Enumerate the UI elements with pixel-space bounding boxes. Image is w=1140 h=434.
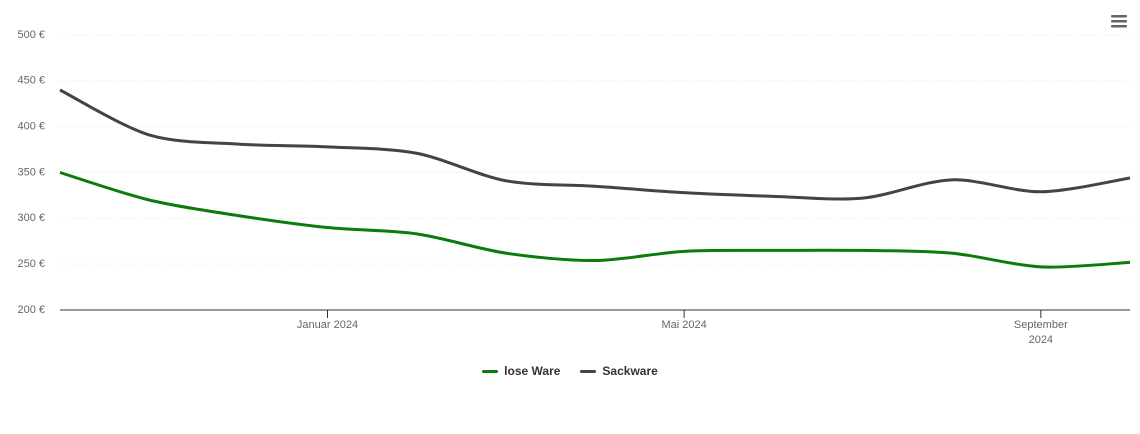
y-tick-label: 250 € — [17, 258, 45, 270]
menu-icon[interactable] — [1111, 15, 1127, 28]
legend-item[interactable]: lose Ware — [482, 364, 560, 378]
y-tick-label: 450 € — [17, 75, 45, 87]
legend: lose Ware Sackware — [0, 364, 1140, 378]
x-tick-label: Januar 2024 — [296, 319, 359, 331]
y-tick-label: 350 € — [17, 166, 45, 178]
legend-swatch — [482, 369, 499, 373]
y-tick-label: 300 € — [17, 212, 45, 224]
legend-item[interactable]: Sackware — [580, 364, 658, 378]
y-tick-label: 200 € — [17, 304, 45, 316]
y-tick-label: 500 € — [17, 29, 45, 41]
legend-label: Sackware — [602, 364, 658, 378]
y-tick-label: 400 € — [17, 121, 45, 133]
legend-swatch — [580, 369, 597, 373]
x-tick-label: September 2024 — [1013, 319, 1068, 346]
x-tick-label: Mai 2024 — [661, 319, 707, 331]
legend-label: lose Ware — [504, 364, 561, 378]
series-line — [59, 171, 1131, 269]
series-line — [59, 88, 1131, 201]
